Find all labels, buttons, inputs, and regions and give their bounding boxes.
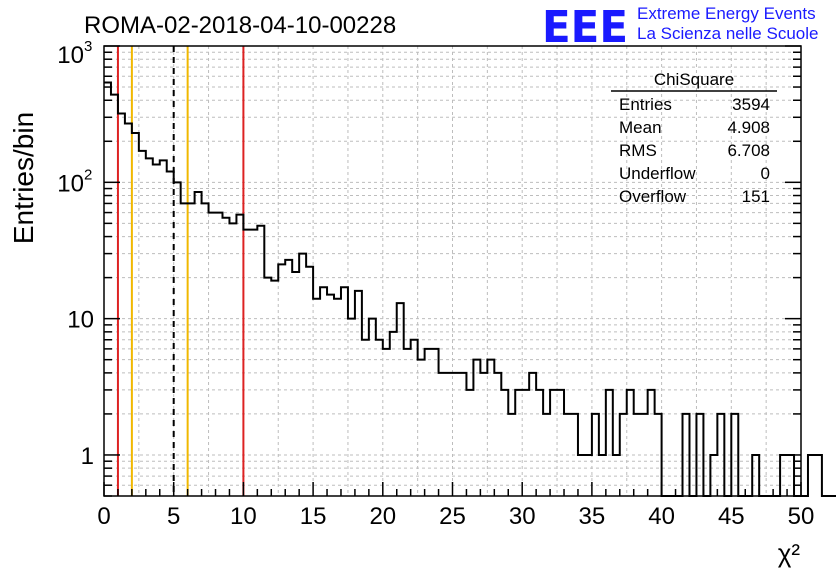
stats-row-value: 151: [742, 187, 770, 206]
project-name: Extreme Energy Events: [637, 4, 816, 23]
stats-row-label: RMS: [619, 141, 657, 160]
x-tick-label: 15: [300, 503, 327, 530]
x-tick-labels: 0 5 10 15 20 25 30 35 40 45 50: [97, 503, 814, 530]
x-tick-label: 20: [369, 503, 396, 530]
x-tick-label: 35: [579, 503, 606, 530]
x-tick-label: 40: [648, 503, 675, 530]
statistics-box: ChiSquare Entries 3594 Mean 4.908 RMS 6.708 Un…: [611, 70, 777, 206]
stats-row-value: 3594: [732, 95, 770, 114]
reference-lines: [116, 46, 245, 496]
x-tick-label: 45: [718, 503, 745, 530]
x-tick-label: 50: [788, 503, 815, 530]
x-tick-label: 30: [509, 503, 536, 530]
chart-title: ROMA-02-2018-04-10-00228: [84, 12, 396, 39]
x-tick-label: 10: [230, 503, 257, 530]
x-tick-label: 25: [439, 503, 466, 530]
stats-row-label: Entries: [619, 95, 672, 114]
stats-row-value: 4.908: [727, 118, 770, 137]
eee-logo: EEE: [542, 2, 628, 53]
y-tick-exponent: 2: [84, 166, 92, 183]
y-tick-label: 10: [57, 42, 84, 69]
stats-row-label: Overflow: [619, 187, 687, 206]
x-tick-label: 5: [167, 503, 180, 530]
x-axis-label: χ²: [778, 538, 801, 568]
stats-row-value: 6.708: [727, 141, 770, 160]
project-subtitle: La Scienza nelle Scuole: [637, 24, 818, 43]
y-tick-label: 1: [81, 443, 94, 470]
stats-row-label: Underflow: [619, 164, 696, 183]
x-tick-label: 0: [97, 503, 110, 530]
y-axis-label: Entries/bin: [8, 112, 39, 244]
histogram-series: [104, 81, 836, 497]
stats-title: ChiSquare: [654, 70, 734, 89]
y-tick-label: 10: [57, 170, 84, 197]
y-tick-exponent: 3: [84, 38, 92, 55]
y-tick-label: 10: [67, 307, 94, 334]
axis-ticks: [103, 45, 802, 497]
stats-row-label: Mean: [619, 118, 662, 137]
stats-row-value: 0: [761, 164, 770, 183]
